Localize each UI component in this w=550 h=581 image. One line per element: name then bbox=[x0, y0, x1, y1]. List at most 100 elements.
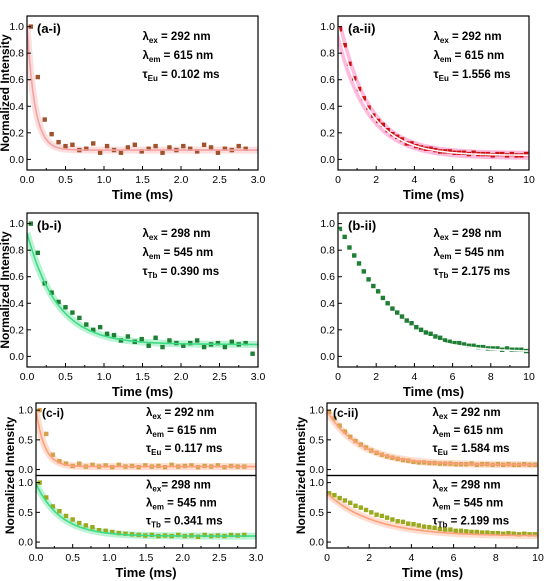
data-point bbox=[409, 320, 414, 326]
param-subscript: ex bbox=[440, 233, 449, 242]
data-point bbox=[476, 344, 481, 350]
param-value: = 0.341 ms bbox=[161, 516, 223, 528]
x-tick-label: 2 bbox=[366, 552, 372, 564]
data-point bbox=[111, 332, 117, 338]
param-value: = 1.556 ms bbox=[449, 69, 511, 81]
data-point bbox=[409, 141, 414, 146]
data-point bbox=[374, 512, 379, 517]
data-point bbox=[480, 344, 486, 350]
data-point bbox=[511, 531, 516, 536]
data-point bbox=[495, 530, 501, 536]
data-point bbox=[448, 527, 453, 532]
data-point bbox=[104, 331, 110, 337]
param-subscript: ex bbox=[440, 36, 449, 45]
param-symbol: λ bbox=[434, 50, 441, 62]
data-point bbox=[406, 521, 411, 526]
data-point bbox=[215, 463, 221, 468]
fit-parameter: λem = 615 nm bbox=[146, 425, 217, 439]
x-tick-label: 6 bbox=[450, 371, 456, 383]
data-point bbox=[519, 347, 524, 352]
plot-area bbox=[327, 490, 538, 540]
data-point bbox=[369, 510, 374, 515]
x-tick-label: 0.0 bbox=[20, 174, 35, 186]
fit-parameter: τEu = 0.102 ms bbox=[143, 69, 220, 83]
fit-curve bbox=[27, 26, 258, 151]
y-tick-label: 0.0 bbox=[18, 464, 33, 476]
param-symbol: λ bbox=[434, 228, 441, 240]
data-point bbox=[479, 530, 485, 535]
param-subscript: em bbox=[152, 503, 164, 512]
data-point bbox=[70, 517, 75, 522]
data-point bbox=[522, 531, 527, 536]
param-symbol: τ bbox=[433, 516, 438, 528]
data-point bbox=[181, 343, 186, 348]
fit-parameter: λem = 545 nm bbox=[143, 247, 214, 261]
fit-parameter: τEu = 0.117 ms bbox=[146, 443, 222, 457]
data-point bbox=[361, 269, 366, 274]
data-point bbox=[342, 498, 348, 503]
param-value: = 615 nm bbox=[160, 50, 213, 62]
data-point bbox=[352, 76, 357, 81]
param-symbol: λ bbox=[146, 480, 153, 492]
data-point bbox=[379, 513, 385, 519]
data-point bbox=[104, 143, 110, 149]
data-point bbox=[395, 310, 400, 315]
data-point bbox=[527, 532, 532, 537]
data-point bbox=[222, 146, 228, 151]
data-point bbox=[490, 346, 495, 351]
x-tick-label: 0.0 bbox=[29, 552, 44, 564]
data-point bbox=[390, 306, 395, 311]
param-subscript: em bbox=[439, 430, 451, 439]
data-point bbox=[50, 452, 56, 457]
data-point bbox=[188, 146, 193, 151]
data-point bbox=[495, 346, 500, 351]
param-subscript: ex bbox=[439, 485, 448, 494]
data-point bbox=[84, 146, 89, 151]
y-axis-title: Normalized Intensity bbox=[0, 34, 12, 152]
data-point bbox=[442, 527, 448, 532]
data-point bbox=[96, 527, 102, 533]
plot-area bbox=[338, 25, 529, 160]
data-point bbox=[471, 343, 476, 348]
x-tick-label: 3.0 bbox=[251, 174, 266, 186]
data-point bbox=[447, 149, 452, 154]
param-subscript: em bbox=[149, 55, 161, 64]
fit-band bbox=[27, 26, 258, 154]
data-point bbox=[423, 330, 429, 335]
fit-parameter: λem = 615 nm bbox=[143, 50, 214, 64]
x-axis-title: Time (ms) bbox=[112, 187, 173, 202]
data-point bbox=[110, 529, 115, 535]
data-point bbox=[348, 500, 353, 506]
param-subscript: ex bbox=[152, 485, 161, 494]
data-point bbox=[97, 150, 103, 155]
data-point bbox=[84, 322, 89, 327]
data-point bbox=[77, 315, 82, 321]
data-point bbox=[167, 145, 172, 150]
data-point bbox=[189, 463, 194, 468]
data-point bbox=[466, 343, 472, 348]
param-symbol: τ bbox=[433, 443, 438, 455]
x-tick-label: 4 bbox=[408, 552, 414, 564]
data-point bbox=[35, 250, 40, 256]
data-point bbox=[385, 301, 390, 306]
x-tick-label: 4 bbox=[411, 174, 417, 186]
y-tick-label: 1.0 bbox=[18, 477, 33, 489]
param-symbol: τ bbox=[434, 266, 439, 278]
data-point bbox=[56, 139, 61, 145]
data-point bbox=[194, 149, 200, 154]
data-point bbox=[506, 530, 511, 536]
data-point bbox=[347, 245, 352, 250]
y-tick-label: 0.8 bbox=[320, 48, 335, 60]
data-point bbox=[57, 459, 62, 464]
y-tick-label: 0.0 bbox=[9, 154, 24, 166]
panel-label: (a-ii) bbox=[348, 21, 375, 36]
y-tick-label: 0.4 bbox=[9, 298, 24, 310]
panel-b-ii: 0.0 0.2 0.4 0.6 0.8 1.0 0 2 4 6 8 10 Time (ms) (b-ii)… bbox=[320, 212, 535, 399]
data-point bbox=[236, 143, 241, 149]
fit-curve bbox=[338, 26, 529, 156]
data-point bbox=[250, 351, 255, 356]
data-point bbox=[50, 504, 56, 509]
data-point bbox=[118, 338, 124, 343]
param-value: = 0.390 ms bbox=[157, 266, 219, 278]
fit-parameter: τEu = 1.584 ms bbox=[433, 443, 510, 457]
